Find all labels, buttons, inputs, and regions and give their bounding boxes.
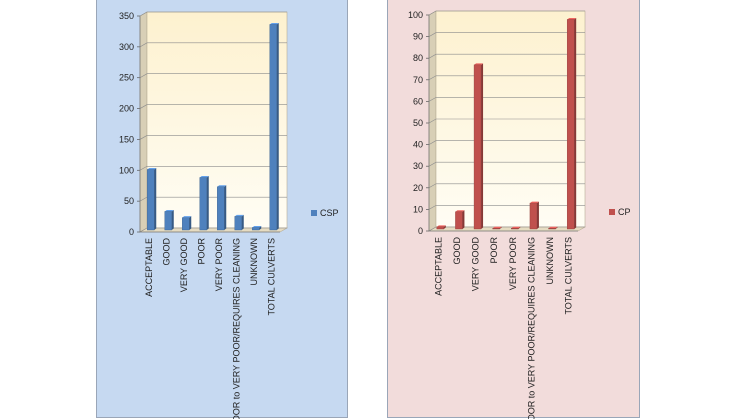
legend-swatch xyxy=(609,209,615,215)
bar-csp-6 xyxy=(252,226,262,231)
bar-csp-2 xyxy=(182,216,192,231)
category-label-2: VERY GOOD xyxy=(471,237,481,292)
y-tick-label: 50 xyxy=(413,118,423,128)
category-label-6: UNKNOWN xyxy=(545,237,555,285)
y-tick-label: 90 xyxy=(413,32,423,42)
bar-cp-0 xyxy=(436,225,446,230)
category-label-0: ACCEPTABLE xyxy=(433,237,443,296)
bar-cp-7 xyxy=(566,17,577,230)
bar-csp-3 xyxy=(199,176,209,231)
y-tick-label: 50 xyxy=(124,196,134,206)
gridline xyxy=(139,11,287,17)
y-tick-label: 30 xyxy=(413,161,423,171)
category-label-3: POOR xyxy=(489,237,499,264)
chart-panel-csp: 0 50 100 150 200 250 300 350 ACCEPTABLE GOOD VERY … xyxy=(96,0,348,419)
gridline xyxy=(428,97,585,102)
gridline xyxy=(428,75,585,81)
floor xyxy=(138,227,289,233)
category-label-5: POOR to VERY POOR/REQUIRES CLEANING xyxy=(231,238,241,419)
chart-panel-cp: 0 10 20 30 40 50 60 70 80 90 100 ACCEPTABLE GOOD VERY… xyxy=(387,0,640,419)
bar-cp-2 xyxy=(473,63,484,230)
category-label-1: GOOD xyxy=(452,237,462,265)
category-label-7: TOTAL CULVERTS xyxy=(266,238,276,316)
y-tick-label: 250 xyxy=(119,73,134,83)
csp-chart: 0 50 100 150 200 250 300 350 ACCEPTABLE GOOD VERY … xyxy=(119,11,339,419)
gridline xyxy=(139,73,287,78)
floor xyxy=(427,226,587,232)
category-label-1: GOOD xyxy=(161,238,171,266)
legend: CP xyxy=(609,207,631,217)
category-label-2: VERY GOOD xyxy=(179,238,189,293)
y-tick-label: 40 xyxy=(413,140,423,150)
bar-csp-4 xyxy=(217,185,227,231)
gridline xyxy=(139,135,287,140)
y-tick-label: 200 xyxy=(119,104,134,114)
category-label-4: VERY POOR xyxy=(508,237,518,291)
gridline xyxy=(428,161,585,167)
gridline xyxy=(139,196,287,202)
gridline xyxy=(428,183,585,189)
category-label-7: TOTAL CULVERTS xyxy=(564,237,574,315)
category-label-5: POOR to VERY POOR/REQUIRES CLEANING xyxy=(526,237,536,419)
gridline xyxy=(428,118,585,124)
y-tick-label: 10 xyxy=(413,204,423,214)
bar-cp-4 xyxy=(511,226,521,230)
category-label-4: VERY POOR xyxy=(214,238,224,292)
gridline xyxy=(428,140,585,145)
gridline xyxy=(139,104,287,109)
y-tick-label: 350 xyxy=(119,11,134,21)
bar-cp-1 xyxy=(455,210,465,230)
y-tick-label: 70 xyxy=(413,75,423,85)
y-tick-label: 150 xyxy=(119,134,134,144)
legend: CSP xyxy=(311,208,339,218)
gridline xyxy=(139,42,287,48)
category-label-0: ACCEPTABLE xyxy=(144,238,154,297)
gridline xyxy=(139,165,287,171)
y-tick-label: 80 xyxy=(413,53,423,63)
bar-csp-7 xyxy=(269,22,279,231)
bar-csp-0 xyxy=(147,168,157,231)
y-tick-label: 60 xyxy=(413,96,423,106)
bar-cp-5 xyxy=(529,201,539,230)
y-tick-label: 100 xyxy=(119,165,134,175)
legend-label: CP xyxy=(618,207,631,217)
bar-cp-3 xyxy=(492,226,502,230)
bar-csp-5 xyxy=(234,214,244,231)
bar-cp-6 xyxy=(548,226,558,230)
gridline xyxy=(428,53,585,59)
y-tick-label: 20 xyxy=(413,183,423,193)
category-label-3: POOR xyxy=(196,238,206,265)
y-tick-label: 0 xyxy=(418,226,423,236)
y-tick-label: 0 xyxy=(129,227,134,237)
y-tick-label: 300 xyxy=(119,42,134,52)
category-label-6: UNKNOWN xyxy=(249,238,259,286)
gridline xyxy=(428,10,585,16)
y-tick-label: 100 xyxy=(408,10,423,20)
gridline xyxy=(428,32,585,37)
legend-label: CSP xyxy=(320,208,339,218)
plot-area xyxy=(146,11,288,229)
bar-csp-1 xyxy=(164,209,174,231)
legend-swatch xyxy=(311,210,317,216)
cp-chart: 0 10 20 30 40 50 60 70 80 90 100 ACCEPTABLE GOOD VERY… xyxy=(408,10,631,419)
